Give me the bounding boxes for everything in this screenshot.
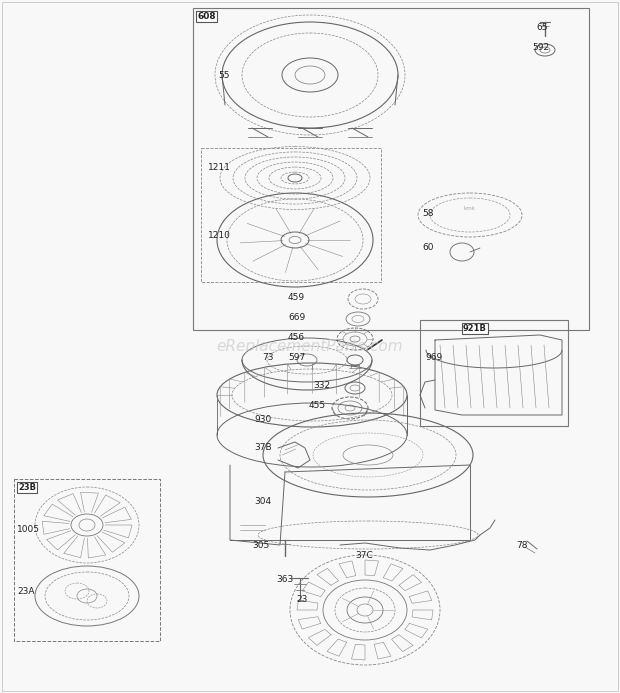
Text: 55: 55 xyxy=(218,71,229,80)
Text: kmk: kmk xyxy=(464,206,476,211)
Text: 597: 597 xyxy=(288,353,305,362)
Text: 921B: 921B xyxy=(463,324,487,333)
Text: 1211: 1211 xyxy=(208,164,231,173)
Text: 23: 23 xyxy=(296,595,308,604)
Text: 608: 608 xyxy=(197,12,216,21)
Text: 23A: 23A xyxy=(17,588,35,597)
Text: 363: 363 xyxy=(276,575,293,584)
Text: 455: 455 xyxy=(309,401,326,410)
Text: 305: 305 xyxy=(252,541,269,550)
Text: 65: 65 xyxy=(536,24,547,33)
Text: 592: 592 xyxy=(532,42,549,51)
Text: 78: 78 xyxy=(516,541,528,550)
Text: 73: 73 xyxy=(262,353,273,362)
Text: eReplacementParts.com: eReplacementParts.com xyxy=(216,339,404,354)
Text: 1210: 1210 xyxy=(208,231,231,240)
Text: 60: 60 xyxy=(422,243,433,252)
Text: 459: 459 xyxy=(288,292,305,301)
Bar xyxy=(14,479,160,641)
Text: 969: 969 xyxy=(425,353,442,362)
Bar xyxy=(420,320,568,426)
Text: 1005: 1005 xyxy=(17,525,40,534)
Text: 23B: 23B xyxy=(18,483,36,492)
Text: 37B: 37B xyxy=(254,444,272,453)
Bar xyxy=(193,8,589,330)
Text: 930: 930 xyxy=(254,416,272,425)
Text: 304: 304 xyxy=(254,498,271,507)
Bar xyxy=(201,148,381,282)
Text: 332: 332 xyxy=(313,380,330,389)
Text: 669: 669 xyxy=(288,313,305,322)
Text: 58: 58 xyxy=(422,209,433,218)
Text: 456: 456 xyxy=(288,333,305,342)
Text: 37C: 37C xyxy=(355,550,373,559)
